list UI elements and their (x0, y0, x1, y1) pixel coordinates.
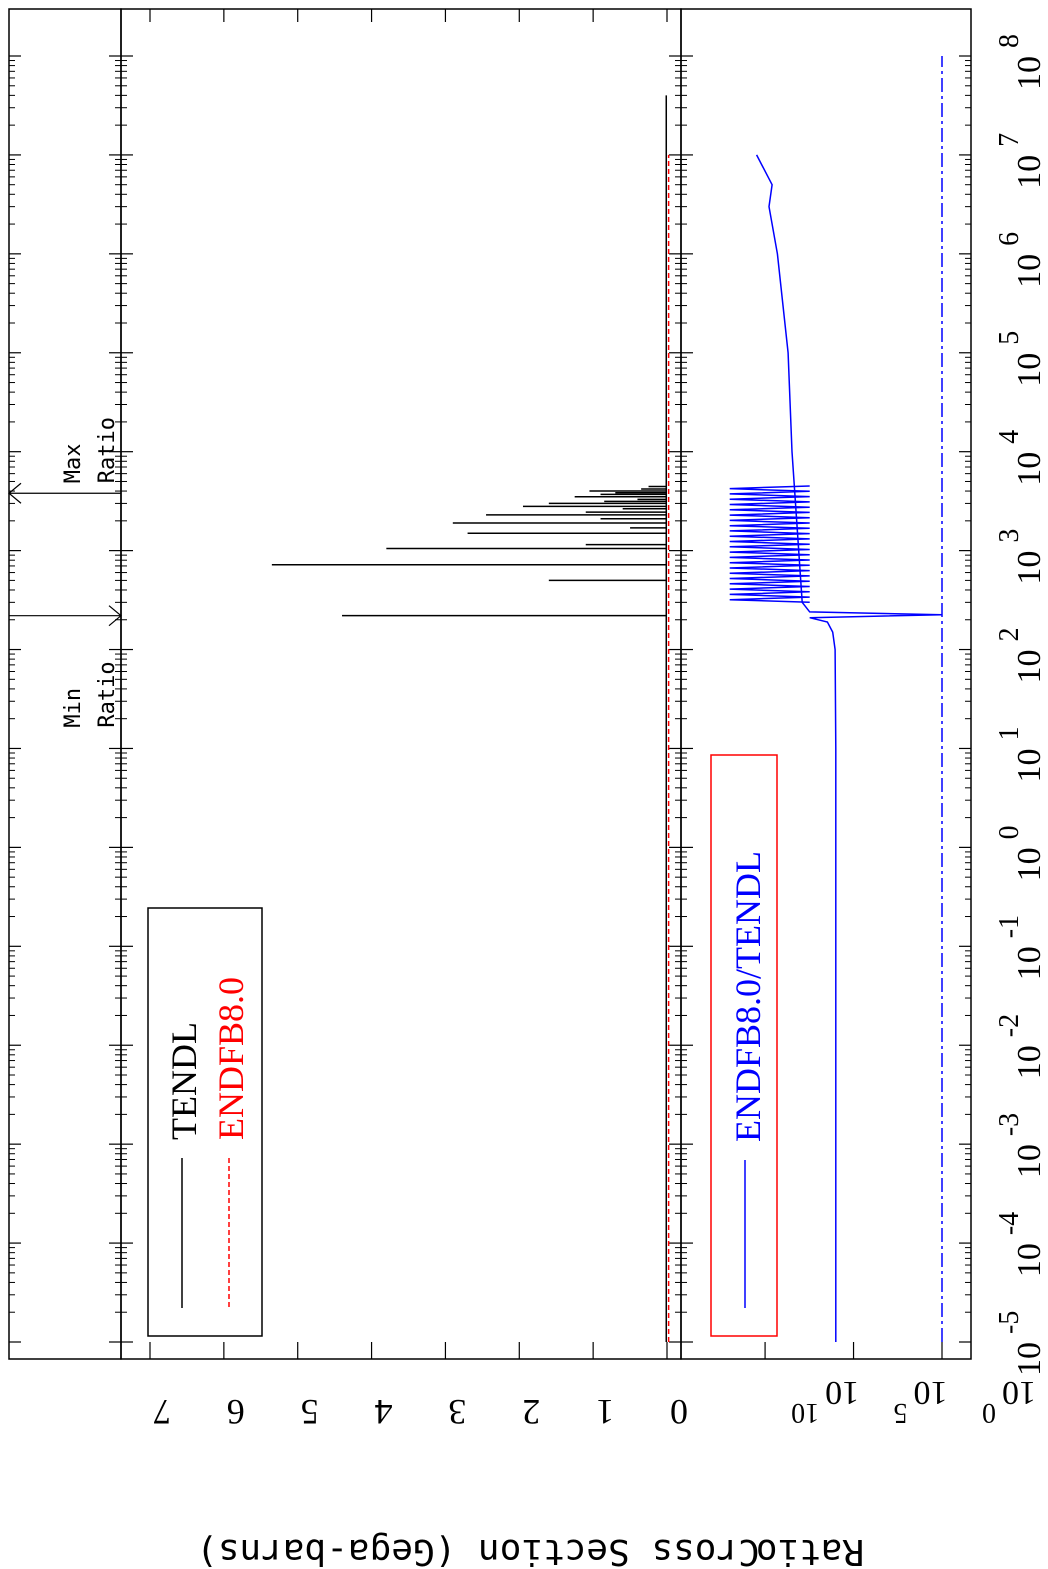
x-tick-base: 10 (1011, 551, 1048, 585)
y-tick-label: 6 (227, 1392, 245, 1432)
x-tick-exponent: 8 (994, 34, 1025, 48)
y-tick-label: 100 (982, 1374, 1036, 1428)
y-tick-exponent: 10 (791, 1397, 819, 1428)
y-tick-label: 1 (596, 1392, 614, 1432)
x-tick-exponent: 6 (994, 232, 1025, 246)
legend-ratio: ENDFB8.0/TENDL (710, 754, 778, 1337)
min-ratio-arrow-head (108, 605, 122, 627)
x-tick-exponent: 5 (994, 331, 1025, 345)
y-tick-label: 0 (670, 1392, 688, 1432)
max-ratio-arrow-head (8, 482, 22, 504)
ratio-panel-frame (680, 8, 972, 1360)
y-tick-label: 4 (375, 1392, 393, 1432)
ratio-curve (755, 154, 943, 1342)
x-tick-labels: 10-510-410-310-210-110010110210310410510… (994, 34, 1048, 1376)
legend-tendl-label: TENDL (164, 1022, 204, 1140)
legend-main-frame (147, 907, 263, 1337)
y-tick-label: 105 (894, 1374, 948, 1428)
y-tick-exponent: 0 (982, 1397, 996, 1428)
x-ticks (9, 55, 971, 1343)
x-tick-base: 10 (1011, 1045, 1048, 1079)
x-tick-exponent: 1 (994, 726, 1025, 740)
y-ticks-main: 0 1 2 3 4 5 6 7 (149, 9, 688, 1432)
legend-endf-label: ENDFB8.0 (211, 977, 251, 1140)
x-tick-label: 10-1 (994, 915, 1048, 980)
min-ratio-label-2: Ratio (95, 661, 120, 727)
x-tick-base: 10 (1011, 748, 1048, 782)
x-tick-exponent: -4 (994, 1212, 1025, 1235)
x-tick-exponent: 3 (994, 529, 1025, 543)
max-ratio-label-1: Max (61, 444, 86, 484)
x-tick-label: 10 5 (994, 331, 1048, 387)
y-tick-label: 7 (153, 1392, 171, 1432)
x-tick-base: 10 (1011, 452, 1048, 486)
x-tick-label: 10 0 (994, 825, 1048, 881)
x-tick-base: 10 (1011, 1144, 1048, 1178)
x-tick-label: 10 8 (994, 34, 1048, 90)
x-tick-base: 10 (1011, 155, 1048, 189)
x-tick-base: 10 (1011, 254, 1048, 288)
x-tick-base: 10 (1011, 1243, 1048, 1277)
y-tick-base: 10 (1002, 1374, 1036, 1411)
ratio-annotations: Min Ratio Max Ratio (8, 417, 122, 728)
y-axis-label-ratio: Ratio (756, 1531, 864, 1569)
x-tick-exponent: -2 (994, 1014, 1025, 1037)
x-tick-exponent: 2 (994, 628, 1025, 642)
x-tick-label: 10-3 (994, 1113, 1048, 1178)
x-tick-base: 10 (1011, 353, 1048, 387)
x-tick-exponent: 4 (994, 430, 1025, 444)
y-tick-label: 2 (522, 1392, 540, 1432)
x-tick-label: 10 3 (994, 529, 1048, 585)
x-tick-exponent: -5 (994, 1311, 1025, 1334)
x-tick-label: 10-4 (994, 1212, 1048, 1277)
series-ratio (729, 154, 943, 1342)
y-tick-label: 5 (301, 1392, 319, 1432)
legend-ratio-label: ENDFB8.0/TENDL (728, 851, 768, 1142)
x-tick-label: 10 1 (994, 726, 1048, 782)
y-tick-exponent: 5 (894, 1397, 908, 1428)
x-tick-label: 10 4 (994, 430, 1048, 486)
x-tick-exponent: 0 (994, 825, 1025, 839)
x-tick-base: 10 (1011, 946, 1048, 980)
x-tick-label: 10-2 (994, 1014, 1048, 1079)
x-tick-exponent: -1 (994, 915, 1025, 938)
x-tick-exponent: 7 (994, 133, 1025, 147)
x-tick-base: 10 (1011, 847, 1048, 881)
x-tick-base: 10 (1011, 1342, 1048, 1376)
y-tick-base: 10 (825, 1374, 859, 1411)
x-tick-label: 10 7 (994, 133, 1048, 189)
max-ratio-label-2: Ratio (95, 417, 120, 483)
ratio-oscillation (729, 485, 810, 604)
x-tick-label: 10 6 (994, 232, 1048, 288)
series-tendl (271, 95, 668, 1342)
x-tick-base: 10 (1011, 650, 1048, 684)
x-tick-exponent: -3 (994, 1113, 1025, 1136)
legend-main: TENDL ENDFB8.0 (147, 907, 263, 1337)
min-ratio-label-1: Min (61, 688, 86, 728)
y-tick-label: 3 (448, 1392, 466, 1432)
y-tick-base: 10 (914, 1374, 948, 1411)
x-tick-label: 10 2 (994, 628, 1048, 684)
legend-ratio-frame (710, 754, 778, 1337)
x-tick-base: 10 (1011, 56, 1048, 90)
y-axis-label-main: Cross Section (Gega-barns) (196, 1531, 760, 1569)
x-tick-label: 10-5 (994, 1311, 1048, 1376)
